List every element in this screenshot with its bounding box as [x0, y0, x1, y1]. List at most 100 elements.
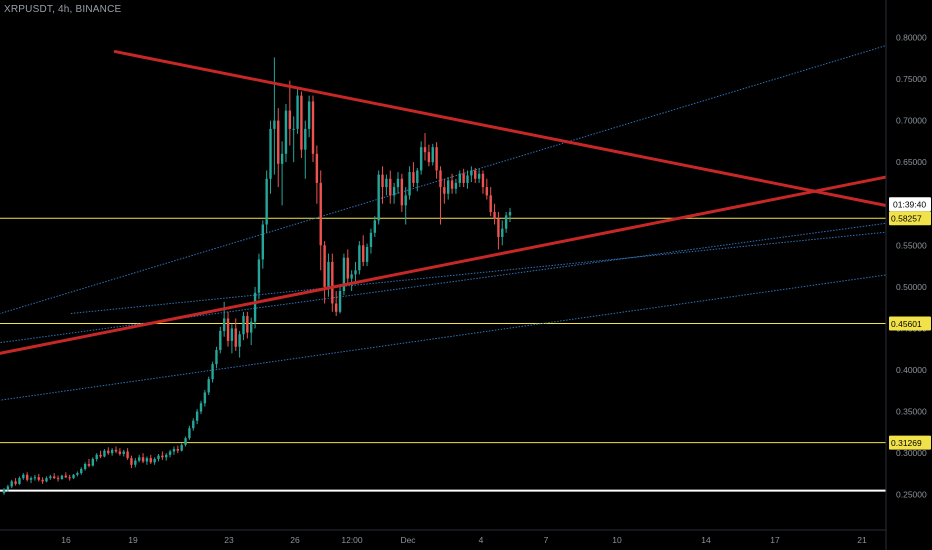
- level-badge-label: 0.45601: [891, 319, 922, 329]
- candle-body: [412, 172, 415, 183]
- candle-body: [91, 458, 95, 466]
- time-tick-label: Dec: [400, 535, 416, 545]
- candle-body: [257, 259, 261, 293]
- time-tick-label: 23: [224, 535, 234, 545]
- candle-body: [477, 173, 481, 179]
- candle-body: [172, 449, 176, 452]
- candle-body: [443, 187, 446, 194]
- candle-body: [458, 173, 461, 183]
- candle-body: [176, 449, 180, 451]
- candle-body: [49, 476, 52, 479]
- candle-body: [165, 454, 168, 458]
- candle-body: [439, 170, 442, 188]
- candle-body: [261, 224, 264, 260]
- candle-body: [331, 261, 334, 304]
- candle-body: [168, 451, 172, 455]
- time-tick-label: 12:00: [341, 535, 363, 545]
- trendlines: [0, 50, 932, 355]
- channel-line: [0, 267, 932, 401]
- candle-body: [392, 187, 396, 196]
- candle-body: [110, 449, 114, 454]
- candle-body: [246, 315, 249, 333]
- candle-body: [188, 428, 191, 439]
- candle-body: [408, 172, 411, 196]
- candle-body: [474, 170, 477, 179]
- candle-body: [53, 476, 56, 479]
- candle-body: [114, 449, 118, 452]
- candle-body: [203, 392, 207, 404]
- candle-body: [180, 444, 183, 451]
- candle-body: [37, 477, 40, 480]
- time-tick-label: 16: [61, 535, 71, 545]
- candle-body: [45, 478, 48, 482]
- candle-body: [450, 180, 454, 189]
- candle-body: [161, 455, 164, 458]
- candle-body: [354, 270, 357, 275]
- candle-body: [95, 454, 98, 459]
- candle-body: [466, 175, 469, 183]
- candle-body: [362, 245, 365, 262]
- channel-line: [0, 31, 932, 315]
- candle-body: [199, 403, 203, 412]
- candle-body: [107, 450, 110, 454]
- time-tick-label: 26: [290, 535, 300, 545]
- candle-body: [346, 257, 349, 279]
- price-tick-label: 0.55000: [896, 240, 927, 250]
- candle-body: [431, 147, 434, 163]
- price-axis[interactable]: 0.250000.300000.350000.400000.450000.500…: [885, 0, 932, 550]
- candle-body: [323, 245, 326, 287]
- candle-body: [145, 458, 149, 462]
- candle-body: [373, 220, 377, 233]
- candle-body: [184, 438, 187, 445]
- candle-body: [273, 120, 276, 129]
- candle-body: [284, 110, 288, 154]
- candle-body: [14, 481, 17, 484]
- candle-body: [118, 451, 122, 454]
- horizontal-levels: [0, 217, 886, 492]
- candle-body: [134, 460, 137, 465]
- price-tick-label: 0.25000: [896, 490, 927, 500]
- candle-body: [222, 318, 226, 331]
- candle-body: [192, 420, 195, 429]
- candle-body: [130, 458, 133, 465]
- candle-body: [358, 245, 361, 271]
- time-tick-label: 4: [479, 535, 484, 545]
- candle-body: [157, 455, 160, 459]
- time-tick-label: 17: [770, 535, 780, 545]
- candle-body: [207, 379, 210, 393]
- candle-body: [485, 187, 489, 196]
- candle-body: [416, 170, 419, 183]
- candle-body: [33, 477, 37, 479]
- candle-body: [300, 95, 303, 150]
- candle-body: [277, 120, 280, 164]
- time-tick-label: 19: [128, 535, 138, 545]
- candle-body: [304, 128, 307, 150]
- candle-body: [234, 328, 237, 347]
- price-tick-label: 0.70000: [896, 116, 927, 126]
- candle-body: [87, 463, 91, 466]
- candle-body: [22, 474, 25, 479]
- price-axis-bg: [886, 0, 932, 550]
- candle-body: [238, 334, 241, 347]
- candle-body: [377, 174, 380, 221]
- trendline-descending: [113, 50, 932, 217]
- candle-body: [18, 478, 21, 484]
- level-badge: [889, 211, 931, 226]
- candle-body: [226, 318, 230, 341]
- price-tick-label: 0.30000: [896, 448, 927, 458]
- candle-body: [501, 228, 504, 237]
- candle-body: [342, 257, 346, 292]
- candle-body: [60, 475, 64, 479]
- price-tick-label: 0.35000: [896, 407, 927, 417]
- time-axis[interactable]: 16 19 23 26 12:00 Dec 4 7 10 14 17 21: [0, 529, 886, 545]
- candle-body: [230, 328, 234, 341]
- candle-body: [76, 473, 79, 475]
- candle-body: [149, 458, 152, 463]
- candle-body: [315, 153, 319, 183]
- candle-body: [10, 481, 13, 487]
- candle-body: [103, 450, 106, 457]
- candle-body: [29, 478, 33, 480]
- candle-body: [195, 411, 199, 421]
